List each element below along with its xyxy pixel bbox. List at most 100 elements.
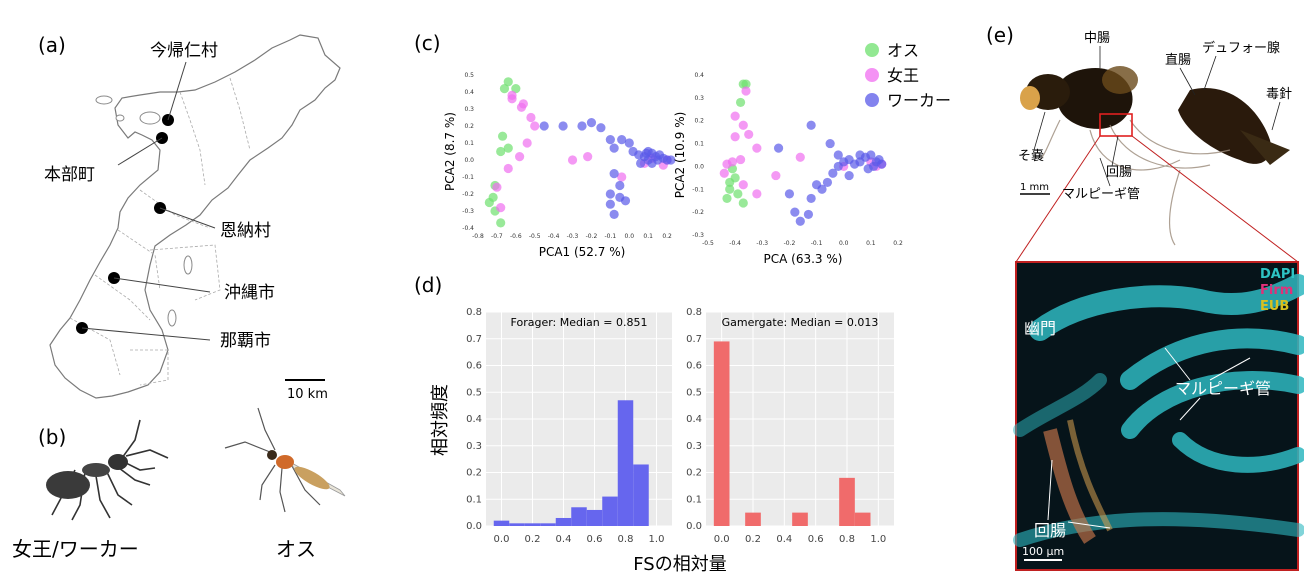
pca1-point-series-1	[496, 218, 506, 228]
pca-legend-label-2: 女王	[887, 66, 919, 85]
photo-scale-label: 1 mm	[1020, 182, 1049, 193]
fluorescence-leader-lines	[1047, 347, 1251, 529]
pca1-point-series-2	[526, 112, 536, 123]
hist2-ytick-label: 0.8	[686, 307, 702, 318]
pca2-point-series-2	[719, 168, 729, 178]
pca2-ytick-label: 0.2	[694, 118, 704, 125]
pca2-point-series-2	[752, 143, 762, 153]
fluor-legend-dapi: DAPI	[1260, 267, 1295, 282]
pca2-point-series-2	[738, 120, 748, 130]
pca1-ytick-label: -0.2	[462, 191, 474, 198]
pca1-xtick-label: -0.7	[491, 233, 503, 240]
pca2-xtick-label: 0.0	[839, 240, 849, 247]
pca2-point-series-3	[803, 209, 814, 220]
pca-legend-swatch-1	[865, 43, 879, 57]
histogram-gamergate: 0.0 0.1 0.2 0.3 0.4 0.5 0.6 0.7 0.8 0.0 0.2 0.4 0.6 0…	[686, 307, 894, 545]
panel-label-b: (b)	[38, 425, 66, 449]
pca1-xtick-label: -0.4	[548, 233, 560, 240]
fluor-label-ileum: 回腸	[1034, 521, 1066, 540]
pca2-xtick-label: 0.1	[866, 240, 876, 247]
hist2-ytick-label: 0.2	[686, 468, 702, 479]
caption-male: オス	[276, 537, 316, 561]
pca1-xtick-label: -0.8	[472, 233, 484, 240]
hist1-ytick-label: 0.3	[466, 441, 482, 452]
histogram-y-label: 相対頻度	[430, 384, 451, 456]
hist1-ytick-label: 0.6	[466, 361, 482, 372]
fluor-legend-eub: EUB	[1260, 299, 1289, 314]
hist1-title: Forager: Median = 0.851	[511, 316, 648, 329]
pca1-point-series-2	[496, 203, 506, 213]
histogram-forager: 0.0 0.1 0.2 0.3 0.4 0.5 0.6 0.7 0.8 0.0 0.2 0.4 0.6 0…	[466, 307, 672, 545]
pca-legend-swatch-2	[865, 68, 879, 82]
hist1-xtick-label: 0.0	[494, 534, 510, 545]
label-malpighian: マルピーギ管	[1062, 187, 1140, 202]
place-label-motobu: 本部町	[44, 165, 95, 185]
fluor-legend-firm: Firm	[1260, 283, 1293, 298]
pca1-ytick-label: 0.2	[464, 123, 474, 130]
hist1-bar	[509, 523, 525, 526]
pca2-point-series-1	[725, 177, 735, 188]
hist2-bar	[839, 477, 855, 526]
zoom-box	[1099, 113, 1133, 137]
pca1-ytick-label: 0.1	[464, 140, 474, 147]
panel-label-c: (c)	[414, 31, 441, 55]
pca2-point-series-2	[738, 180, 748, 190]
hist1-xtick-label: 0.6	[587, 534, 603, 545]
pca2-point-series-2	[735, 154, 746, 165]
pca1-ytick-label: 0.0	[464, 157, 474, 164]
pca2-ytick-label: 0.3	[694, 95, 704, 102]
pca1-point-series-3	[609, 209, 619, 219]
hist2-ytick-label: 0.1	[686, 494, 702, 505]
fluorescence-legend: DAPI Firm EUB	[1260, 267, 1295, 314]
pca1-point-series-3	[653, 155, 663, 165]
pca2-ytick-label: 0.1	[694, 141, 704, 148]
pca-legend-swatch-3	[865, 93, 879, 107]
pca-legend-label-1: オス	[887, 41, 919, 60]
islands	[95, 95, 193, 327]
hist1-ytick-label: 0.7	[466, 334, 482, 345]
okinawa-map-outline	[49, 34, 341, 399]
label-sting: 毒針	[1266, 87, 1292, 102]
panel-label-d: (d)	[414, 273, 442, 297]
hist1-ytick-label: 0.0	[466, 521, 482, 532]
pca2-xtick-label: -0.4	[729, 240, 741, 247]
hist1-ytick-label: 0.5	[466, 387, 482, 398]
pca2-point-series-2	[795, 152, 805, 162]
pca1-point-series-1	[511, 84, 521, 94]
zoom-line-right	[1131, 135, 1299, 263]
pca2-ytick-label: -0.1	[692, 186, 704, 193]
caption-queen-worker: 女王/ワーカー	[12, 537, 139, 561]
pca2-point-series-3	[874, 154, 884, 165]
fluorescence-image	[1013, 261, 1304, 571]
pca1-point-series-3	[596, 123, 606, 133]
pca1-point-series-2	[567, 155, 578, 165]
pca1-point-series-3	[558, 121, 568, 131]
pca2-point-series-2	[730, 132, 740, 142]
hist2-title: Gamergate: Median = 0.013	[722, 316, 879, 329]
fluorescence-labels: 幽門 マルピーギ管 回腸	[1024, 319, 1271, 540]
pca1-xtick-label: 0.2	[662, 233, 672, 240]
fluor-label-pylorus: 幽門	[1024, 319, 1056, 338]
pca2-ytick-label: -0.2	[692, 209, 704, 216]
pca2-point-series-1	[733, 189, 743, 199]
worker-ant-illustration	[46, 419, 169, 521]
hist2-ytick-label: 0.3	[686, 441, 702, 452]
pca1-point-series-1	[503, 77, 513, 87]
pca1-point-series-1	[503, 143, 513, 153]
pca2-ytick-label: -0.3	[692, 232, 704, 239]
fluor-label-malpighian: マルピーギ管	[1175, 379, 1271, 398]
pca2-point-series-3	[773, 143, 784, 153]
pca1-point-series-3	[666, 155, 676, 165]
hist1-bar	[617, 400, 634, 526]
pca1-ytick-label: -0.3	[462, 208, 474, 215]
label-rectum: 直腸	[1165, 53, 1191, 68]
hist1-xtick-label: 0.4	[556, 534, 572, 545]
male-ant-illustration	[224, 407, 346, 513]
pca2-point-series-3	[844, 170, 854, 181]
pca2-point-series-3	[822, 177, 833, 188]
hist1-xtick-label: 1.0	[649, 534, 665, 545]
panel-label-e: (e)	[986, 23, 1014, 47]
pca1-point-series-3	[636, 158, 646, 168]
pca1-point-series-3	[615, 180, 625, 191]
